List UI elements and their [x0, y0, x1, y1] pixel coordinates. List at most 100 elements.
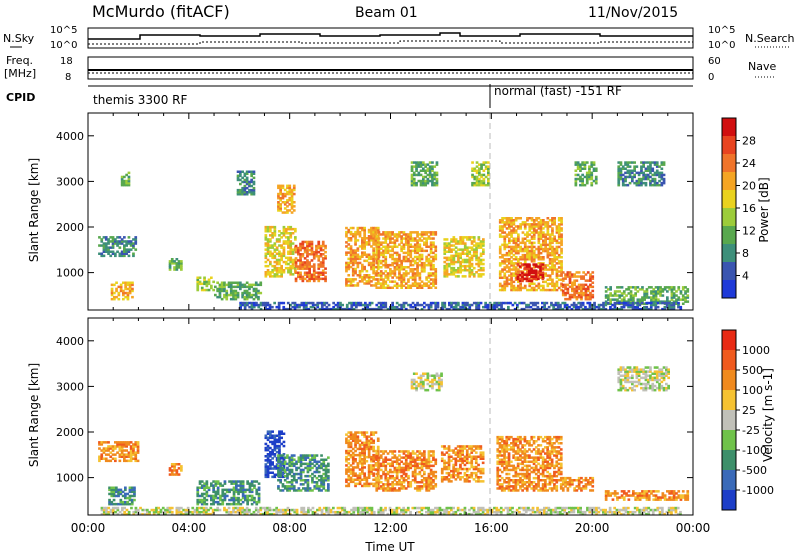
data-cell [484, 175, 488, 179]
data-cell [528, 284, 532, 288]
data-cell [657, 290, 660, 293]
data-cell [108, 492, 111, 496]
data-cell [229, 287, 233, 291]
data-cell [286, 307, 290, 311]
data-cell [575, 285, 579, 289]
data-cell [290, 468, 294, 472]
data-cell [666, 300, 669, 303]
data-cell [624, 183, 627, 187]
data-cell [555, 272, 559, 275]
data-cell [245, 170, 249, 173]
data-cell [367, 230, 371, 234]
data-cell [123, 236, 126, 239]
data-cell [372, 284, 375, 287]
data-cell [677, 305, 680, 309]
data-cell [301, 265, 305, 268]
data-cell [522, 307, 526, 311]
data-cell [542, 247, 545, 251]
data-cell [290, 190, 294, 194]
data-cell [349, 433, 353, 436]
data-cell [382, 280, 385, 283]
data-cell [560, 264, 563, 267]
data-cell [281, 192, 285, 196]
data-cell [590, 177, 594, 181]
data-cell [560, 237, 563, 240]
data-cell [584, 287, 588, 291]
data-cell [480, 173, 483, 177]
data-cell [666, 298, 669, 301]
data-cell [593, 307, 596, 311]
data-cell [548, 233, 552, 236]
data-cell [123, 254, 126, 258]
data-cell [301, 244, 305, 248]
data-cell [432, 272, 435, 275]
data-cell [110, 297, 114, 301]
data-cell [306, 267, 309, 270]
data-cell [345, 282, 348, 285]
data-cell [626, 165, 630, 168]
data-cell [530, 245, 534, 249]
data-cell [218, 283, 222, 287]
data-cell [241, 291, 244, 295]
data-cell [361, 458, 364, 461]
data-cell [290, 470, 294, 474]
data-cell [521, 247, 525, 251]
data-cell [308, 464, 312, 468]
data-cell [229, 289, 233, 293]
data-cell [479, 246, 483, 249]
data-cell [498, 249, 502, 253]
data-cell [519, 227, 522, 230]
data-cell [586, 297, 590, 301]
data-cell [518, 301, 521, 305]
data-cell [377, 301, 381, 305]
data-cell [245, 291, 249, 295]
data-cell [377, 456, 381, 459]
data-cell [618, 301, 621, 305]
data-cell [299, 259, 302, 262]
data-cell [477, 238, 481, 241]
data-cell [441, 307, 444, 311]
data-cell [523, 237, 527, 240]
data-cell [422, 167, 425, 170]
data-cell [229, 285, 233, 289]
data-cell [223, 289, 226, 293]
data-cell [301, 253, 305, 256]
data-cell [409, 305, 413, 309]
data-cell [351, 251, 355, 254]
data-cell [649, 163, 652, 166]
data-cell [631, 175, 634, 179]
data-cell [670, 303, 673, 307]
colorbar-segment [722, 226, 736, 245]
data-cell [670, 294, 674, 297]
data-cell [530, 217, 534, 220]
data-cell [473, 169, 477, 172]
data-cell [384, 483, 388, 486]
data-cell [370, 466, 373, 469]
data-cell [102, 242, 106, 245]
data-cell [284, 230, 288, 233]
data-cell [410, 167, 414, 170]
data-cell [541, 301, 544, 305]
data-cell [284, 266, 288, 270]
data-cell [324, 489, 328, 492]
data-cell [535, 219, 538, 222]
data-cell [472, 244, 476, 247]
data-cell [229, 293, 233, 297]
data-cell [459, 269, 462, 272]
data-cell [584, 293, 588, 297]
data-cell [306, 481, 310, 484]
data-cell [219, 496, 222, 500]
data-cell [120, 181, 124, 185]
data-cell [294, 246, 298, 250]
data-cell [660, 163, 664, 166]
data-cell [619, 167, 623, 170]
data-cell [232, 293, 235, 297]
data-cell [268, 307, 272, 311]
data-cell [355, 303, 358, 307]
data-cell [273, 230, 277, 233]
data-cell [288, 481, 292, 484]
data-cell [299, 267, 302, 270]
data-cell [468, 258, 472, 262]
data-cell [637, 181, 641, 185]
data-cell [513, 307, 517, 311]
